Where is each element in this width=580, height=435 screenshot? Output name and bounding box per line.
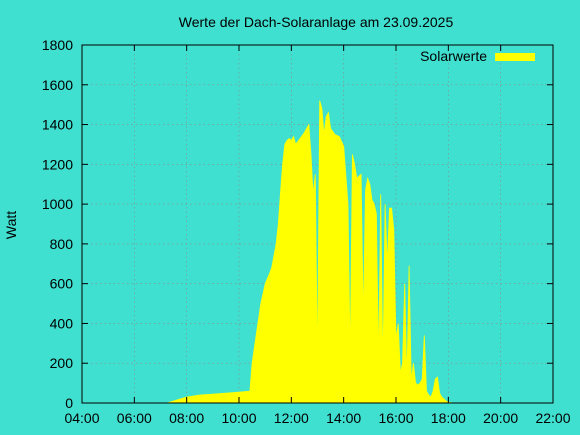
y-tick-label: 400	[50, 315, 74, 331]
y-tick-label: 800	[50, 236, 74, 252]
legend: Solarwerte	[420, 48, 535, 64]
y-tick-label: 1600	[42, 77, 73, 93]
legend-label: Solarwerte	[420, 48, 487, 64]
y-tick-label: 1800	[42, 37, 73, 53]
y-tick-label: 1400	[42, 117, 73, 133]
axis-ticks	[81, 44, 554, 404]
y-tick-labels: 0 200 400 600 800 1000 1200 1400 1600 1800	[42, 37, 73, 411]
x-tick-label: 14:00	[326, 410, 361, 426]
y-tick-label: 0	[65, 395, 73, 411]
chart-title: Werte der Dach-Solaranlage am 23.09.2025	[179, 14, 454, 30]
x-tick-label: 18:00	[431, 410, 466, 426]
x-tick-label: 04:00	[64, 410, 99, 426]
y-tick-label: 600	[50, 276, 74, 292]
y-tick-label: 1000	[42, 196, 73, 212]
y-tick-label: 200	[50, 355, 74, 371]
x-tick-label: 12:00	[274, 410, 309, 426]
legend-swatch	[495, 53, 535, 61]
x-tick-labels: 04:00 06:00 08:00 10:00 12:00 14:00 16:00 18:00…	[64, 410, 570, 426]
series-area-solarwerte	[166, 100, 475, 404]
x-tick-label: 08:00	[169, 410, 204, 426]
series-area-layer	[166, 100, 475, 404]
x-tick-label: 22:00	[535, 410, 570, 426]
x-tick-label: 16:00	[378, 410, 413, 426]
x-tick-label: 10:00	[221, 410, 256, 426]
y-axis-label: Watt	[3, 211, 19, 239]
y-tick-label: 1200	[42, 156, 73, 172]
plot-frame	[81, 44, 554, 404]
x-tick-label: 20:00	[483, 410, 518, 426]
x-tick-label: 06:00	[117, 410, 152, 426]
